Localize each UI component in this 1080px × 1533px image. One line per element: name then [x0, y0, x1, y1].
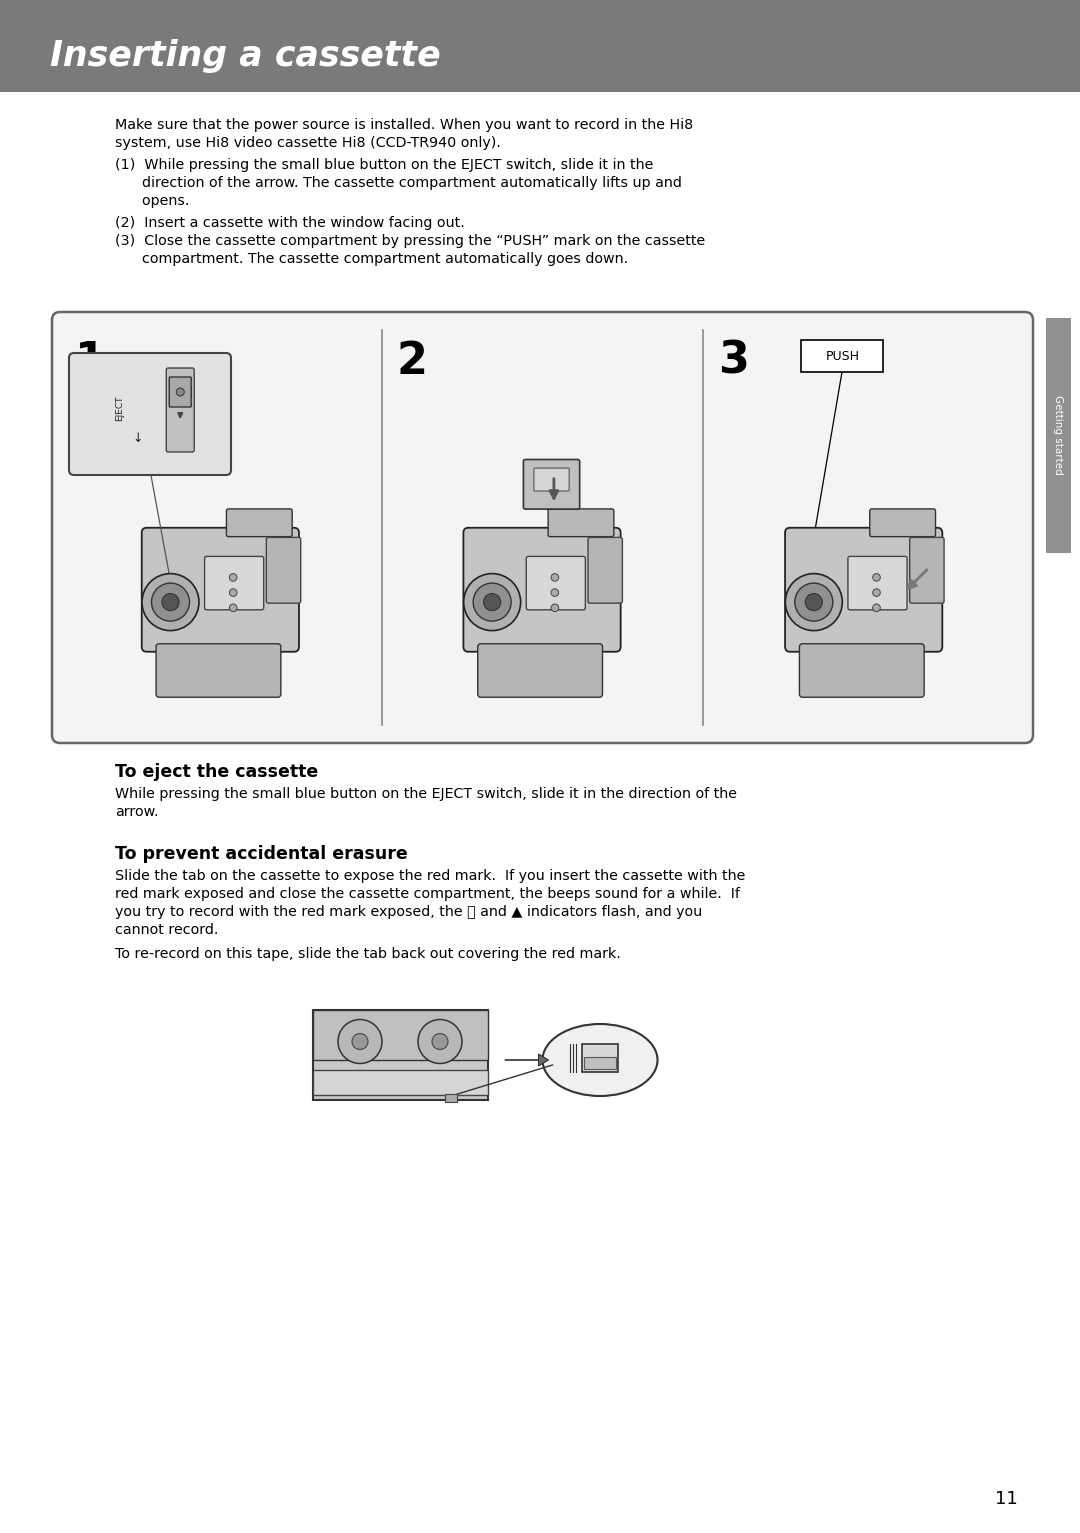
Text: ↓: ↓	[133, 432, 143, 445]
Text: direction of the arrow. The cassette compartment automatically lifts up and: direction of the arrow. The cassette com…	[114, 176, 681, 190]
FancyBboxPatch shape	[445, 1095, 457, 1102]
Polygon shape	[539, 1055, 549, 1065]
Text: (2)  Insert a cassette with the window facing out.: (2) Insert a cassette with the window fa…	[114, 216, 464, 230]
FancyBboxPatch shape	[848, 556, 907, 610]
Text: 11: 11	[996, 1490, 1018, 1508]
FancyBboxPatch shape	[267, 538, 300, 602]
Text: Make sure that the power source is installed. When you want to record in the Hi8: Make sure that the power source is insta…	[114, 118, 693, 132]
Text: 1: 1	[75, 340, 106, 383]
Circle shape	[229, 589, 237, 596]
Text: system, use Hi8 video cassette Hi8 (CCD-TR940 only).: system, use Hi8 video cassette Hi8 (CCD-…	[114, 136, 501, 150]
Circle shape	[338, 1019, 382, 1064]
FancyBboxPatch shape	[785, 527, 943, 652]
FancyBboxPatch shape	[909, 538, 944, 602]
FancyBboxPatch shape	[801, 340, 883, 373]
Text: To prevent accidental erasure: To prevent accidental erasure	[114, 845, 408, 863]
Circle shape	[176, 388, 185, 396]
FancyBboxPatch shape	[204, 556, 264, 610]
Circle shape	[873, 573, 880, 581]
Text: Slide the tab on the cassette to expose the red mark.  If you insert the cassett: Slide the tab on the cassette to expose …	[114, 869, 745, 883]
FancyBboxPatch shape	[524, 460, 580, 509]
FancyBboxPatch shape	[166, 368, 194, 452]
FancyBboxPatch shape	[799, 644, 924, 698]
FancyBboxPatch shape	[869, 509, 935, 537]
Circle shape	[352, 1033, 368, 1050]
FancyBboxPatch shape	[477, 644, 603, 698]
FancyBboxPatch shape	[584, 1056, 616, 1069]
Circle shape	[432, 1033, 448, 1050]
Circle shape	[141, 573, 199, 630]
Circle shape	[151, 583, 189, 621]
Text: you try to record with the red mark exposed, the Ⓡ and ▲ indicators flash, and y: you try to record with the red mark expo…	[114, 904, 702, 918]
Text: PUSH: PUSH	[825, 350, 860, 362]
Text: To eject the cassette: To eject the cassette	[114, 763, 319, 780]
FancyBboxPatch shape	[1047, 317, 1071, 553]
Ellipse shape	[542, 1024, 658, 1096]
FancyBboxPatch shape	[157, 644, 281, 698]
Circle shape	[873, 589, 880, 596]
Text: arrow.: arrow.	[114, 805, 159, 819]
Text: opens.: opens.	[114, 195, 189, 208]
FancyBboxPatch shape	[463, 527, 621, 652]
Circle shape	[463, 573, 521, 630]
Text: To re-record on this tape, slide the tab back out covering the red mark.: To re-record on this tape, slide the tab…	[114, 947, 621, 961]
Text: 2: 2	[396, 340, 428, 383]
Text: (3)  Close the cassette compartment by pressing the “PUSH” mark on the cassette: (3) Close the cassette compartment by pr…	[114, 235, 705, 248]
FancyBboxPatch shape	[52, 313, 1032, 744]
FancyBboxPatch shape	[0, 0, 1080, 92]
Text: EJECT: EJECT	[116, 396, 124, 422]
Text: cannot record.: cannot record.	[114, 923, 218, 937]
Text: Inserting a cassette: Inserting a cassette	[50, 38, 441, 74]
Circle shape	[473, 583, 511, 621]
FancyBboxPatch shape	[549, 509, 613, 537]
Circle shape	[162, 593, 179, 610]
Circle shape	[229, 604, 237, 612]
Text: Getting started: Getting started	[1053, 396, 1063, 475]
Circle shape	[418, 1019, 462, 1064]
FancyBboxPatch shape	[534, 468, 569, 491]
FancyBboxPatch shape	[227, 509, 293, 537]
Circle shape	[806, 593, 822, 610]
Text: compartment. The cassette compartment automatically goes down.: compartment. The cassette compartment au…	[114, 251, 629, 267]
Circle shape	[873, 604, 880, 612]
FancyBboxPatch shape	[141, 527, 299, 652]
FancyBboxPatch shape	[69, 353, 231, 475]
Circle shape	[484, 593, 501, 610]
Circle shape	[551, 589, 558, 596]
Circle shape	[795, 583, 833, 621]
FancyBboxPatch shape	[588, 538, 622, 602]
Circle shape	[229, 573, 237, 581]
FancyBboxPatch shape	[170, 377, 191, 406]
FancyBboxPatch shape	[312, 1010, 487, 1101]
Text: red mark exposed and close the cassette compartment, the beeps sound for a while: red mark exposed and close the cassette …	[114, 888, 740, 901]
FancyBboxPatch shape	[582, 1044, 618, 1072]
FancyBboxPatch shape	[312, 1010, 487, 1059]
Text: (1)  While pressing the small blue button on the EJECT switch, slide it in the: (1) While pressing the small blue button…	[114, 158, 653, 172]
Circle shape	[551, 573, 558, 581]
Text: While pressing the small blue button on the EJECT switch, slide it in the direct: While pressing the small blue button on …	[114, 786, 737, 802]
FancyBboxPatch shape	[312, 1070, 487, 1095]
FancyBboxPatch shape	[526, 556, 585, 610]
Text: 3: 3	[718, 340, 750, 383]
Circle shape	[785, 573, 842, 630]
Circle shape	[551, 604, 558, 612]
